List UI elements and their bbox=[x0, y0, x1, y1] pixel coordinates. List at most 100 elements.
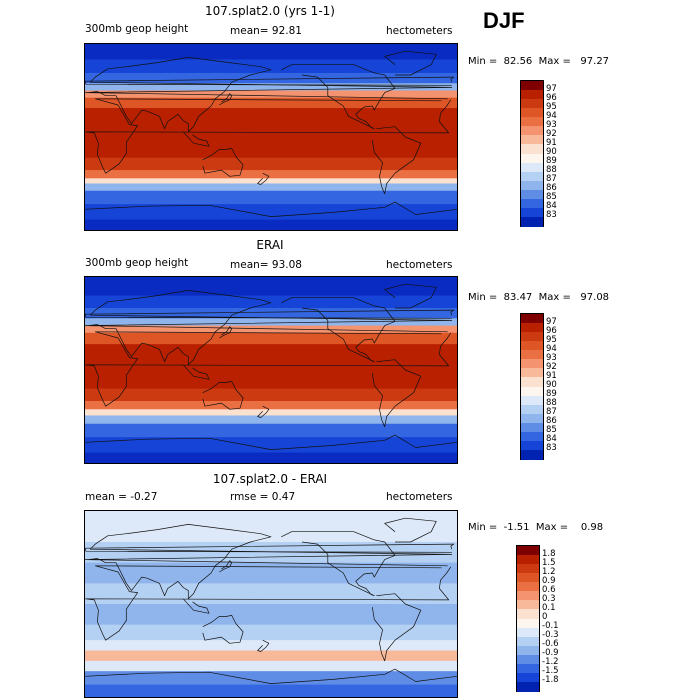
coastline bbox=[257, 639, 270, 652]
colorbar-swatch bbox=[521, 81, 543, 91]
colorbar-swatch bbox=[517, 618, 539, 629]
contour-band bbox=[85, 108, 457, 159]
contour-band bbox=[85, 401, 457, 410]
panel-title: 107.splat2.0 - ERAI bbox=[212, 472, 328, 486]
colorbar-tick-label: 89 bbox=[546, 389, 557, 400]
coastline bbox=[257, 405, 270, 418]
colorbar-tick-label: -0.9 bbox=[542, 648, 559, 659]
contour-band bbox=[85, 415, 457, 425]
colorbar-swatch bbox=[521, 413, 543, 424]
panel-title: 107.splat2.0 (yrs 1-1) bbox=[205, 4, 335, 18]
contour-band bbox=[85, 157, 457, 171]
colorbar-swatch bbox=[521, 144, 543, 154]
colorbar-tick-label: 94 bbox=[546, 343, 557, 354]
contour-band bbox=[85, 344, 457, 390]
coastline bbox=[85, 290, 453, 366]
map-svg bbox=[85, 511, 457, 697]
coastline bbox=[281, 531, 396, 597]
contour-band bbox=[85, 660, 457, 672]
colorbar-swatch bbox=[521, 171, 543, 182]
colorbar-tick-label: 86 bbox=[546, 183, 557, 194]
coastline bbox=[85, 98, 452, 174]
colorbar-tick-label: 95 bbox=[546, 101, 557, 112]
contour-band bbox=[85, 624, 457, 641]
colorbar-tick-label: 1.2 bbox=[542, 566, 556, 577]
colorbar-swatch bbox=[521, 189, 543, 200]
colorbar-tick-label: 97 bbox=[546, 316, 557, 327]
units-label: hectometers bbox=[386, 491, 453, 503]
contour-band bbox=[85, 542, 457, 564]
variable-label: 300mb geop height bbox=[85, 23, 189, 35]
min-max-label: Min = 83.47 Max = 97.08 bbox=[468, 292, 610, 303]
colorbar-swatch bbox=[521, 314, 543, 324]
colorbar bbox=[520, 313, 544, 460]
colorbar-swatch bbox=[517, 645, 539, 656]
colorbar-swatch bbox=[521, 135, 543, 145]
colorbar-tick-label: 90 bbox=[546, 147, 557, 157]
colorbar-tick-label: -0.1 bbox=[542, 621, 559, 632]
colorbar bbox=[516, 545, 540, 692]
coastline bbox=[281, 64, 396, 130]
coastline bbox=[371, 359, 422, 428]
colorbar-swatch bbox=[521, 422, 543, 433]
contour-band bbox=[85, 671, 457, 686]
colorbar-tick-label: 88 bbox=[546, 165, 557, 176]
coastline bbox=[85, 668, 457, 684]
min-max-label: Min = -1.51 Max = 0.98 bbox=[468, 522, 604, 533]
contour-band bbox=[85, 511, 457, 543]
colorbar-tick-label: 0.1 bbox=[542, 602, 556, 613]
colorbar-swatch bbox=[517, 681, 539, 692]
contour-band bbox=[85, 44, 457, 60]
units-label: hectometers bbox=[386, 259, 453, 271]
colorbar-tick-label: 1.5 bbox=[542, 557, 556, 568]
contour-band bbox=[85, 295, 457, 309]
coastline bbox=[202, 381, 244, 410]
colorbar-tick-label: 93 bbox=[546, 352, 557, 363]
contour-band bbox=[85, 409, 457, 416]
contour-band bbox=[85, 452, 457, 463]
colorbar-tick-label: 94 bbox=[546, 110, 557, 121]
contour-band bbox=[85, 684, 457, 697]
colorbar-tick-label: -1.8 bbox=[542, 675, 559, 686]
colorbar-swatch bbox=[521, 386, 543, 397]
colorbar-swatch bbox=[521, 216, 543, 227]
colorbar-swatch bbox=[517, 609, 539, 619]
colorbar-swatch bbox=[521, 117, 543, 127]
contour-band bbox=[85, 318, 457, 327]
contour-band bbox=[85, 562, 457, 584]
colorbar-swatch bbox=[521, 359, 543, 369]
map-plot bbox=[84, 510, 458, 698]
contour-band bbox=[85, 183, 457, 192]
contour-band bbox=[85, 97, 457, 109]
colorbar-tick-label: 91 bbox=[546, 137, 557, 148]
colorbar-swatch bbox=[521, 350, 543, 360]
colorbar-tick-label: 83 bbox=[546, 443, 557, 454]
contour-band bbox=[85, 423, 457, 438]
contour-band bbox=[85, 204, 457, 221]
coastline bbox=[85, 434, 457, 450]
colorbar-swatch bbox=[517, 672, 539, 683]
contour-band bbox=[85, 583, 457, 605]
colorbar-swatch bbox=[521, 341, 543, 351]
diff-mean-label: mean = -0.27 bbox=[85, 491, 158, 503]
colorbar-tick-label: 90 bbox=[546, 380, 557, 390]
contour-band bbox=[85, 325, 457, 334]
colorbar-swatch bbox=[521, 180, 543, 191]
colorbar-swatch bbox=[521, 377, 543, 387]
colorbar-swatch bbox=[517, 636, 539, 647]
coastline bbox=[219, 326, 233, 339]
colorbar-tick-label: 84 bbox=[546, 434, 557, 445]
colorbar-tick-label: 95 bbox=[546, 334, 557, 345]
map-svg bbox=[85, 277, 457, 463]
colorbar-tick-label: -1.2 bbox=[542, 657, 559, 668]
coastline bbox=[85, 309, 455, 319]
colorbar-tick-label: 93 bbox=[546, 119, 557, 130]
colorbar-tick-label: 92 bbox=[546, 361, 557, 372]
colorbar-swatch bbox=[521, 90, 543, 100]
colorbar-swatch bbox=[521, 368, 543, 378]
colorbar bbox=[520, 80, 544, 227]
colorbar-tick-label: 87 bbox=[546, 407, 557, 418]
coastline bbox=[371, 593, 422, 662]
map-plot bbox=[84, 276, 458, 464]
colorbar-swatch bbox=[517, 564, 539, 574]
